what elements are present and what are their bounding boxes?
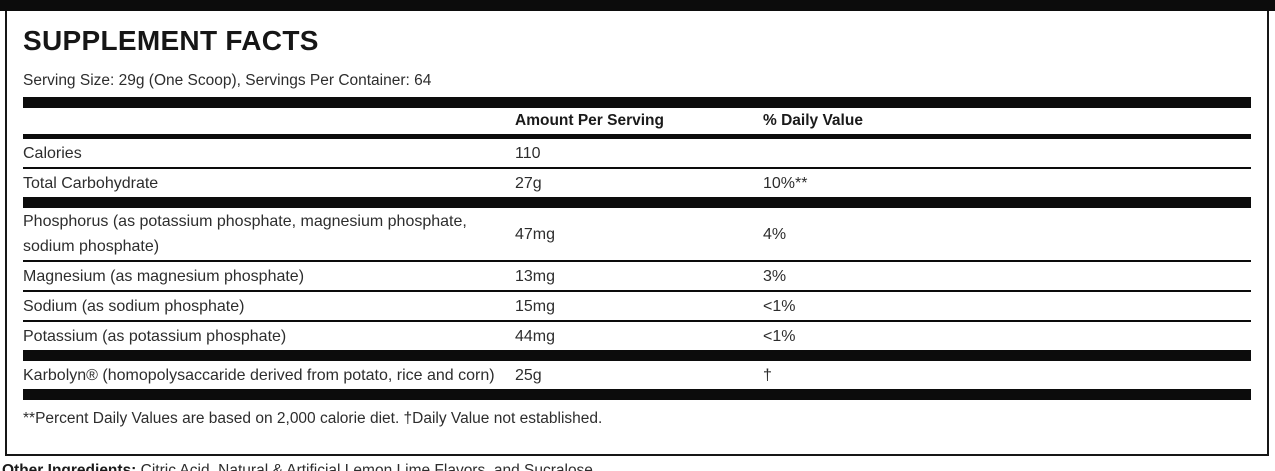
nutrient-amount: 110 [515,144,541,162]
table-row: Karbolyn® (homopolysaccaride derived fro… [23,361,1251,389]
table-row: Potassium (as potassium phosphate) 44mg … [23,322,1251,350]
facts-table: Amount Per Serving % Daily Value Calorie… [23,108,1251,400]
footnote: **Percent Daily Values are based on 2,00… [23,410,603,427]
column-header-daily-value: % Daily Value [763,112,863,129]
divider-thin [23,167,1251,169]
divider-thick [23,97,1251,108]
divider-medium [23,134,1251,139]
other-ingredients-text: Citric Acid, Natural & Artificial Lemon … [136,462,598,471]
other-ingredients-line: Other Ingredients: Citric Acid, Natural … [2,462,1275,471]
divider-thin [23,260,1251,262]
nutrient-name: Calories [23,144,82,162]
table-row: Phosphorus (as potassium phosphate, magn… [23,208,1251,260]
divider-thick [23,197,1251,208]
divider-thin [23,320,1251,322]
nutrient-daily-value: 10%** [763,174,808,192]
nutrient-amount: 44mg [515,327,556,345]
table-body: Calories 110 Total Carbohydrate 27g 10%*… [23,139,1251,400]
top-black-bar [0,0,1275,11]
nutrient-name: Karbolyn® (homopolysaccaride derived fro… [23,366,495,384]
column-header-amount: Amount Per Serving [515,112,664,129]
table-row: Sodium (as sodium phosphate) 15mg <1% [23,292,1251,320]
table-row: Magnesium (as magnesium phosphate) 13mg … [23,262,1251,290]
nutrient-name: Sodium (as sodium phosphate) [23,297,245,315]
nutrient-amount: 15mg [515,297,556,315]
nutrient-amount: 27g [515,174,542,192]
panel-title: SUPPLEMENT FACTS [23,25,319,56]
nutrient-amount: 25g [515,366,542,384]
nutrient-name: Total Carbohydrate [23,174,159,192]
nutrient-daily-value: 3% [763,267,787,285]
nutrient-daily-value: 4% [763,225,787,243]
table-row: Calories 110 [23,139,1251,167]
nutrient-name: Phosphorus (as potassium phosphate, magn… [23,213,467,255]
divider-thick [23,389,1251,400]
nutrient-daily-value: <1% [763,297,796,315]
supplement-facts-panel: SUPPLEMENT FACTS Serving Size: 29g (One … [5,11,1269,456]
nutrient-daily-value: <1% [763,327,796,345]
serving-info: Serving Size: 29g (One Scoop), Servings … [23,72,432,89]
table-header-row: Amount Per Serving % Daily Value [23,108,1251,134]
nutrient-amount: 13mg [515,267,556,285]
table-row: Total Carbohydrate 27g 10%** [23,169,1251,197]
divider-thick [23,350,1251,361]
divider-thin [23,290,1251,292]
nutrient-name: Magnesium (as magnesium phosphate) [23,267,305,285]
nutrient-name: Potassium (as potassium phosphate) [23,327,287,345]
other-ingredients-label: Other Ingredients: [2,462,137,471]
nutrient-amount: 47mg [515,225,556,243]
nutrient-daily-value: † [763,366,772,384]
